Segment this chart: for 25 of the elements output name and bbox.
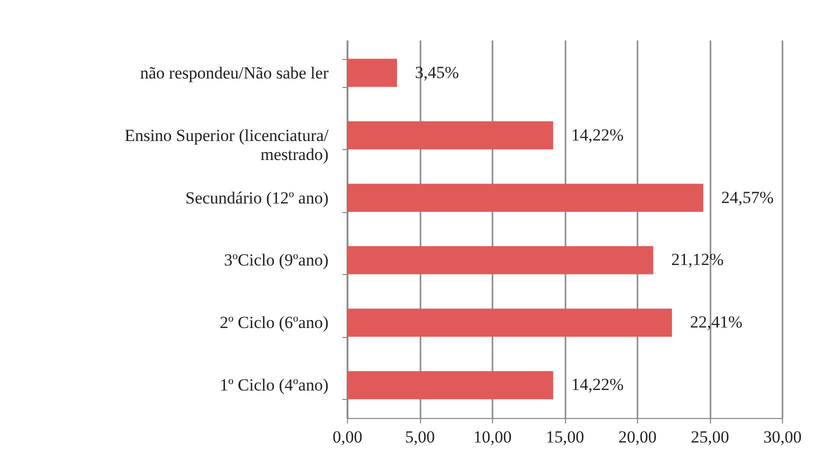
x-tick-label: 25,00 [690,428,730,446]
data-label: 14,22% [571,375,624,394]
y-tick-label: Secundário (12º ano) [185,188,328,208]
x-tick-label: 10,00 [473,428,512,446]
data-label: 22,41% [690,312,742,332]
data-label: 24,57% [721,188,774,207]
x-tick-label: 15,00 [546,428,584,446]
bar [347,58,398,87]
y-tick-label: Ensino Superior (licenciatura/ mestrado) [124,126,329,164]
y-tick-label: 2º Ciclo (6ºano) [220,313,328,332]
bar [347,371,554,400]
x-tick-label: 30,00 [763,428,802,446]
data-label: 3,45% [415,62,459,82]
data-label: 21,12% [671,250,724,270]
y-tick-label: 1º Ciclo (4ºano) [220,376,328,395]
x-tick-label: 0,00 [332,428,362,446]
bar [347,246,654,274]
x-tick-label: 20,00 [618,428,657,446]
y-tick-label: 3ºCiclo (9ºano) [224,250,328,270]
y-tick-label: não respondeu/Não sabe ler [140,63,329,82]
data-label: 14,22% [571,125,624,144]
bar [347,184,704,212]
bar [347,308,672,337]
x-tick-label: 5,00 [405,428,435,446]
bar [347,121,554,150]
